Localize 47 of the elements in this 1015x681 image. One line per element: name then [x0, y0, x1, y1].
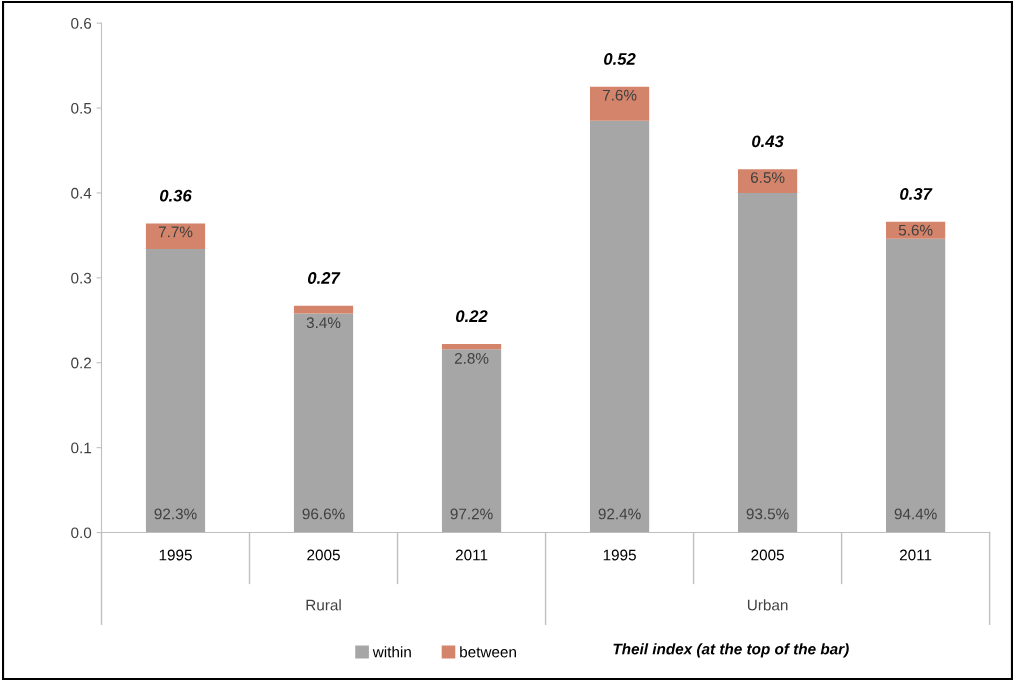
- annotation: 7.7%: [158, 226, 193, 238]
- bar: [441, 344, 502, 350]
- y-tick-label: 0.6: [71, 18, 92, 29]
- text: Urban: [747, 599, 788, 611]
- x-tick-label: 1995: [159, 549, 192, 561]
- bar: [886, 238, 946, 533]
- total-label: 0.27: [308, 272, 341, 284]
- annotation: 92.3%: [154, 508, 197, 520]
- annotation: 3.4%: [306, 317, 341, 329]
- y-tick-label: 0.2: [71, 357, 92, 369]
- text: Rural: [306, 599, 341, 611]
- bar: [737, 192, 798, 533]
- annotation: 7.6%: [602, 89, 637, 101]
- x-tick-label: 2005: [751, 549, 784, 561]
- bar: [293, 305, 354, 314]
- total-label: 0.52: [604, 53, 636, 65]
- y-tick-label: 0.5: [71, 102, 92, 114]
- bar: [441, 349, 502, 533]
- annotation: 96.6%: [302, 508, 345, 520]
- y-tick-label: 0.4: [71, 187, 92, 199]
- text: Theil index (at the top of the bar): [613, 643, 849, 658]
- annotation: 93.5%: [746, 508, 789, 520]
- total-label: 0.43: [752, 135, 784, 148]
- bar: [737, 169, 798, 193]
- bar: [293, 313, 354, 533]
- x-tick-label: 1995: [603, 549, 636, 561]
- y-tick-label: 0.3: [71, 272, 92, 284]
- x-tick-label: 2011: [455, 549, 488, 561]
- legend-label: within: [372, 646, 411, 658]
- bar: [145, 223, 206, 249]
- annotation: 6.5%: [750, 172, 785, 183]
- total-label: 0.22: [456, 310, 488, 323]
- x-tick-label: 2011: [899, 549, 932, 561]
- y-tick-label: 0.0: [71, 527, 92, 539]
- legend-label: between: [460, 646, 516, 658]
- x-tick-label: 2005: [307, 549, 340, 561]
- y-tick-label: 0.1: [71, 442, 92, 454]
- annotation: 97.2%: [450, 508, 493, 520]
- bar: [589, 120, 650, 533]
- annotation: 5.6%: [898, 224, 933, 236]
- annotation: 94.4%: [894, 508, 937, 520]
- annotation: 92.4%: [598, 508, 641, 520]
- bar: [589, 86, 650, 121]
- total-label: 0.36: [159, 189, 192, 202]
- bar: [145, 248, 206, 533]
- total-label: 0.37: [900, 188, 933, 200]
- annotation: 2.8%: [454, 352, 489, 364]
